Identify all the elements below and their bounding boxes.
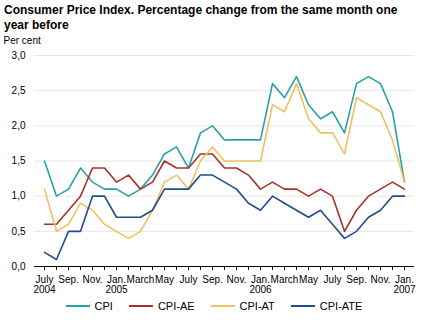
svg-text:Per cent: Per cent (4, 35, 41, 46)
html-text:CPI: CPI (94, 300, 113, 312)
html-text:Consumer Price Index. Percenta: Consumer Price Index. Percentage change … (4, 3, 398, 32)
svg-text:Nov.: Nov. (227, 274, 247, 285)
svg-text:2,0: 2,0 (12, 120, 26, 131)
svg-text:July: July (324, 274, 342, 285)
svg-text:3,0: 3,0 (12, 50, 26, 61)
svg-text:May: May (299, 274, 318, 285)
svg-text:Jan.2005: Jan.2005 (105, 274, 128, 295)
svg-text:1,0: 1,0 (12, 190, 26, 201)
svg-text:Nov.: Nov. (371, 274, 391, 285)
svg-text:Jan.2007: Jan.2007 (393, 274, 416, 295)
svg-text:0,0: 0,0 (12, 261, 26, 272)
svg-text:March: March (271, 274, 299, 285)
svg-text:March: March (127, 274, 155, 285)
svg-text:2,5: 2,5 (12, 85, 26, 96)
svg-text:Sep.: Sep. (346, 274, 367, 285)
html-text:CPI-AE: CPI-AE (157, 300, 195, 312)
svg-text:Sep.: Sep. (58, 274, 79, 285)
html-text:CPI-AT: CPI-AT (239, 300, 275, 312)
svg-text:Jan.2006: Jan.2006 (249, 274, 272, 295)
svg-text:0,5: 0,5 (12, 226, 26, 237)
html-text:CPI-ATE: CPI-ATE (319, 300, 363, 312)
svg-text:May: May (155, 274, 174, 285)
svg-text:July2004: July2004 (33, 274, 56, 295)
svg-text:1,5: 1,5 (12, 155, 26, 166)
svg-text:Nov.: Nov. (83, 274, 103, 285)
svg-text:July: July (180, 274, 198, 285)
svg-text:Sep.: Sep. (202, 274, 223, 285)
